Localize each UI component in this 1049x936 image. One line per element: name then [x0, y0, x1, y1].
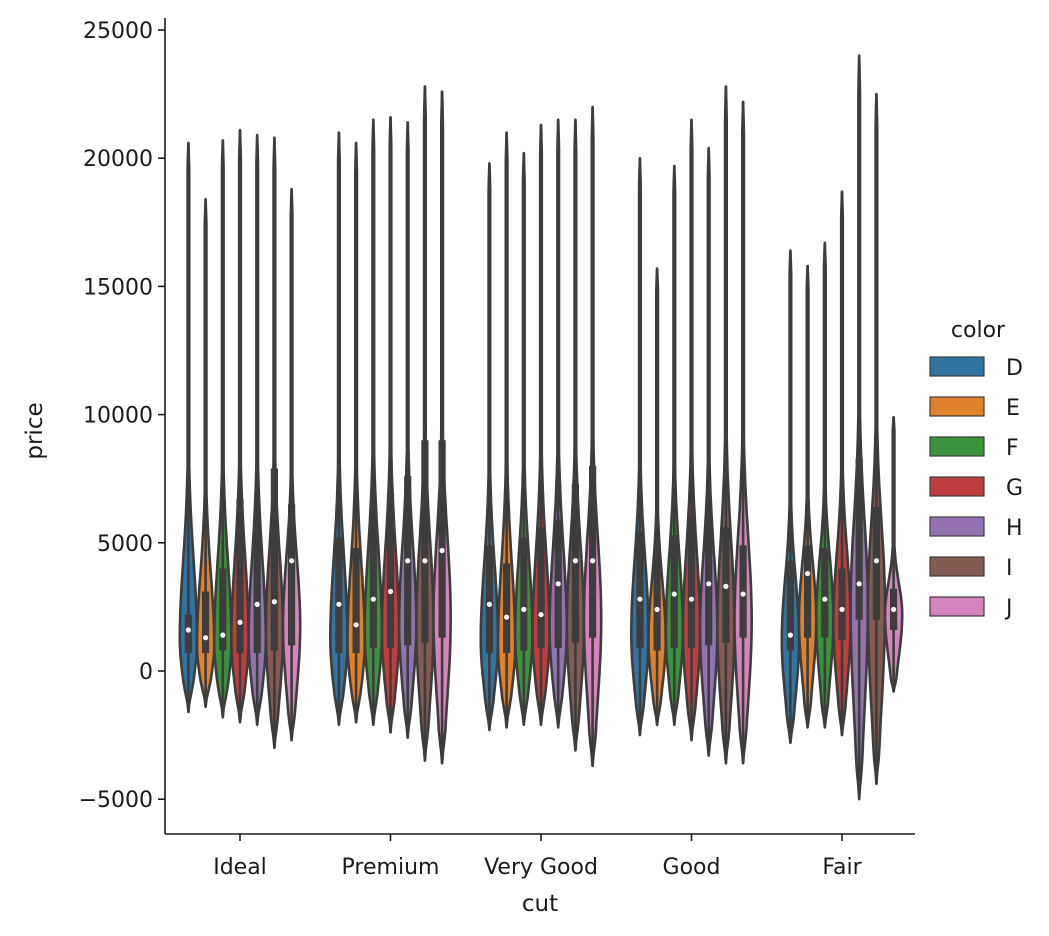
legend-label-f: F: [1006, 436, 1019, 461]
violin-iqr-box: [421, 440, 429, 643]
violin-iqr-box: [288, 504, 296, 646]
x-axis-label: cut: [522, 891, 558, 917]
legend-label-d: D: [1006, 356, 1023, 381]
violin-iqr-box: [352, 547, 360, 654]
violin-median-dot: [254, 601, 260, 607]
violin-iqr-box: [219, 568, 227, 651]
violin-iqr-box: [537, 527, 545, 648]
legend-label-j: J: [1004, 596, 1013, 621]
violin-iqr-box: [838, 568, 846, 641]
violin-median-dot: [203, 635, 209, 641]
violin-median-dot: [220, 632, 226, 638]
violin-iqr-box: [855, 458, 863, 620]
violin-median-dot: [822, 596, 828, 602]
x-tick-label: Fair: [822, 855, 862, 880]
y-tick-label: 20000: [83, 147, 153, 172]
violin-iqr-box: [386, 494, 395, 648]
violin-iqr-box: [503, 563, 511, 654]
violin-iqr-box: [369, 504, 377, 648]
violin-median-dot: [185, 627, 191, 633]
violin-median-dot: [856, 581, 862, 587]
violin-median-dot: [422, 558, 428, 564]
violin-median-dot: [671, 591, 677, 597]
violin-median-dot: [353, 622, 359, 628]
violin-median-dot: [839, 606, 845, 613]
violin-median-dot: [538, 611, 544, 618]
violin-iqr-box: [821, 547, 829, 638]
violin-iqr-box: [589, 465, 597, 638]
violin-median-dot: [805, 570, 811, 577]
legend-swatch-g: [929, 476, 985, 497]
x-tick-label: Ideal: [213, 855, 267, 880]
violin-median-dot: [486, 601, 492, 607]
violin-median-dot: [237, 619, 243, 625]
violin-iqr-box: [520, 537, 528, 651]
violin-median-dot: [439, 547, 445, 554]
violin-iqr-box: [253, 514, 261, 654]
violin-median-dot: [787, 632, 794, 638]
y-tick-label: 0: [139, 660, 153, 685]
violin-median-dot: [521, 606, 527, 613]
violin-median-dot: [405, 558, 411, 564]
violin-iqr-box: [184, 614, 192, 654]
y-tick-label: 15000: [83, 275, 153, 300]
x-tick-label: Very Good: [484, 855, 598, 880]
y-tick-label: −5000: [79, 788, 153, 813]
violin-median-dot: [740, 591, 746, 597]
violin-iqr-box: [653, 542, 661, 651]
legend-swatch-f: [929, 436, 985, 457]
violin-iqr-box: [705, 506, 713, 646]
legend-swatch-d: [929, 356, 985, 377]
legend-swatch-j: [929, 596, 985, 617]
violin-median-dot: [873, 558, 880, 564]
violins-layer: [178, 54, 904, 801]
legend-label-g: G: [1006, 476, 1023, 501]
violin-median-dot: [688, 596, 695, 602]
violin-median-dot: [504, 614, 510, 620]
violin-iqr-box: [485, 545, 493, 654]
violin-iqr-box: [335, 537, 343, 654]
violin-median-dot: [271, 599, 277, 605]
x-axis: Ideal Premium Very Good Good Fair: [165, 833, 915, 880]
violin-median-dot: [654, 606, 660, 613]
legend-title: color: [951, 318, 1006, 343]
legend-swatch-i: [929, 556, 985, 577]
legend-swatch-e: [929, 396, 985, 417]
x-tick-label: Premium: [342, 855, 440, 880]
legend-label-i: I: [1006, 556, 1013, 581]
legend-label-h: H: [1006, 516, 1023, 541]
violin-median-dot: [336, 601, 342, 607]
violin-iqr-box: [202, 591, 210, 654]
violin-median-dot: [387, 588, 394, 595]
violin-iqr-box: [236, 499, 244, 654]
violin-median-dot: [289, 558, 295, 564]
violin-iqr-box: [438, 440, 446, 638]
y-axis: −5000 0 5000 10000 15000 20000 25000: [79, 18, 166, 834]
violin-median-dot: [590, 558, 596, 564]
legend-label-e: E: [1006, 396, 1020, 421]
violin-iqr-box: [270, 468, 278, 651]
y-tick-label: 5000: [97, 532, 153, 557]
violin-median-dot: [891, 606, 897, 613]
violin-iqr-box: [687, 517, 696, 648]
violin-median-dot: [637, 596, 643, 602]
y-axis-label: price: [22, 402, 48, 459]
violin-iqr-box: [804, 545, 812, 638]
x-tick-label: Good: [663, 855, 721, 880]
violin-median-dot: [370, 596, 376, 602]
violin-iqr-box: [786, 560, 794, 651]
violin-median-dot: [706, 581, 712, 587]
y-tick-label: 25000: [83, 19, 153, 44]
violin-iqr-box: [636, 532, 644, 648]
violin-median-dot: [723, 583, 729, 589]
y-tick-label: 10000: [83, 404, 153, 429]
legend-swatch-h: [929, 516, 985, 537]
violin-median-dot: [572, 558, 579, 564]
violin-median-dot: [555, 581, 561, 587]
